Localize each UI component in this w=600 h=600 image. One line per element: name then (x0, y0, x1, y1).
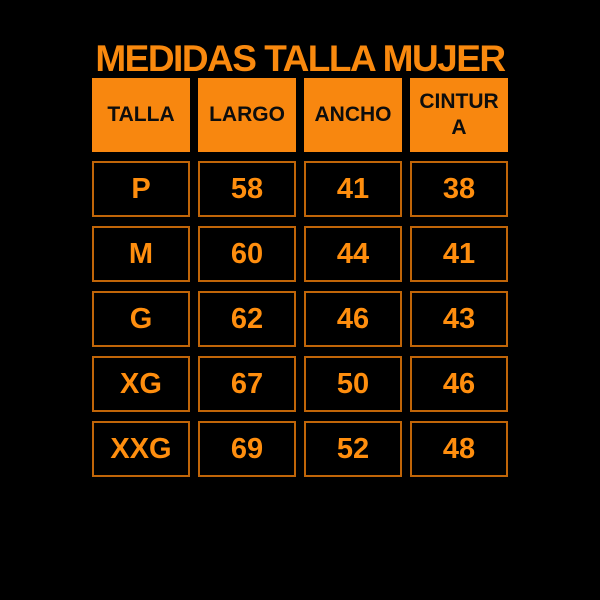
header-cell-ancho: ANCHO (304, 78, 402, 152)
size-label-cell-g: G (92, 291, 190, 347)
size-label-cell-m: M (92, 226, 190, 282)
size-label-cell-xg: XG (92, 356, 190, 412)
value-cell-xxg-largo: 69 (198, 421, 296, 477)
value-cell-xxg-ancho: 52 (304, 421, 402, 477)
header-cell-largo: LARGO (198, 78, 296, 152)
header-label-largo: LARGO (209, 102, 285, 126)
header-label-talla: TALLA (107, 102, 175, 126)
value-cell-g-cintura: 43 (410, 291, 508, 347)
value-cell-m-cintura: 41 (410, 226, 508, 282)
value-cell-xg-largo: 67 (198, 356, 296, 412)
header-cell-talla: TALLA (92, 78, 190, 152)
value-cell-xg-ancho: 50 (304, 356, 402, 412)
value-cell-p-ancho: 41 (304, 161, 402, 217)
size-chart-table: TALLA LARGO ANCHO CINTURA P 58 41 38 M 6… (92, 78, 508, 477)
value-cell-p-largo: 58 (198, 161, 296, 217)
value-cell-xxg-cintura: 48 (410, 421, 508, 477)
value-cell-g-ancho: 46 (304, 291, 402, 347)
value-cell-p-cintura: 38 (410, 161, 508, 217)
header-label-ancho: ANCHO (314, 102, 392, 126)
size-label-cell-xxg: XXG (92, 421, 190, 477)
value-cell-xg-cintura: 46 (410, 356, 508, 412)
value-cell-m-ancho: 44 (304, 226, 402, 282)
header-label-cintura: CINTURA (419, 89, 499, 139)
page-title: MEDIDAS TALLA MUJER (95, 38, 506, 79)
value-cell-g-largo: 62 (198, 291, 296, 347)
size-label-cell-p: P (92, 161, 190, 217)
header-cell-cintura: CINTURA (410, 78, 508, 152)
value-cell-m-largo: 60 (198, 226, 296, 282)
